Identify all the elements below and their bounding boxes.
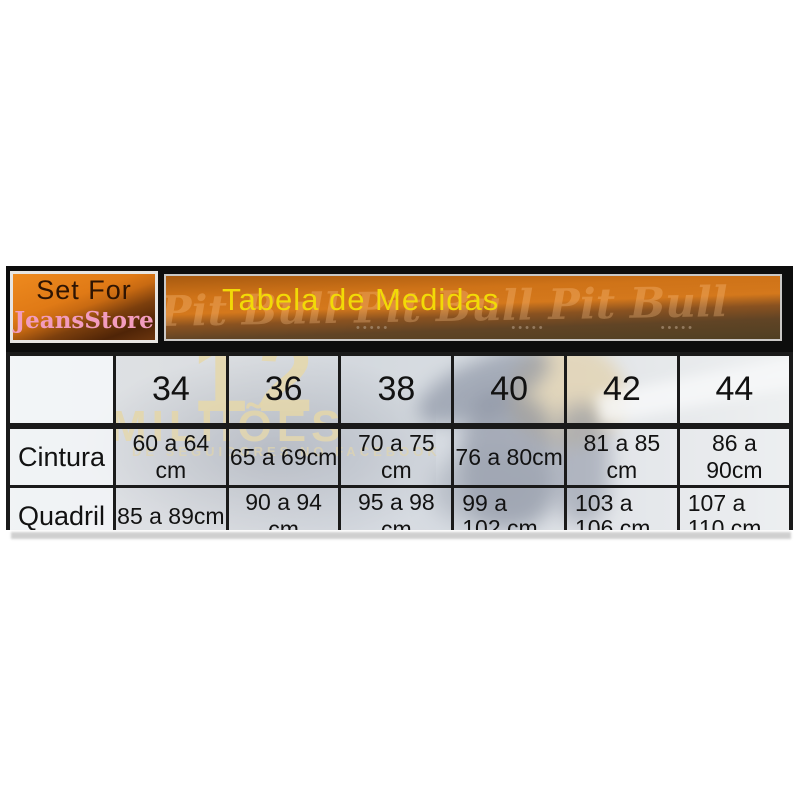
- quadril-40: 99 a 102 cm: [451, 485, 567, 530]
- table-row-cintura: Cintura 60 a 64 cm 65 a 69cm 70 a 75 cm …: [6, 424, 793, 488]
- size-header-38: 38: [338, 352, 455, 429]
- size-table: 34 36 38 40 42 44 Cintura 60 a 64 cm 65 …: [6, 352, 793, 530]
- store-logo-line1: Set For: [36, 275, 132, 305]
- cintura-34: 60 a 64 cm: [112, 424, 229, 488]
- page-title: Tabela de Medidas: [222, 282, 500, 317]
- quadril-44: 107 a 110 cm: [676, 485, 793, 530]
- store-logo-line2: JeansStore: [14, 307, 154, 334]
- cintura-36: 65 a 69cm: [225, 424, 342, 488]
- cintura-40: 76 a 80cm: [451, 424, 567, 488]
- size-header-40: 40: [451, 352, 567, 429]
- title-banner: Pit Bull Pit Bull Pit Bull Tabela de Med…: [164, 274, 782, 341]
- header-bar: Set For JeansStore Pit Bull Pit Bull Pit…: [6, 266, 793, 352]
- store-logo: Set For JeansStore: [10, 271, 158, 343]
- quadril-34: 85 a 89cm: [112, 485, 229, 530]
- table-row-quadril: Quadril 85 a 89cm 90 a 94 cm 95 a 98 cm …: [6, 485, 793, 530]
- size-header-42: 42: [563, 352, 680, 429]
- cintura-42: 81 a 85 cm: [563, 424, 680, 488]
- quadril-42: 103 a 106 cm: [563, 485, 680, 530]
- table-row-sizes: 34 36 38 40 42 44: [6, 352, 793, 429]
- corner-cell: [6, 352, 116, 429]
- size-header-36: 36: [225, 352, 342, 429]
- row-label-cintura: Cintura: [6, 424, 116, 488]
- size-header-44: 44: [676, 352, 793, 429]
- drop-shadow: [11, 532, 791, 539]
- size-table-wrap: 12 MILHÕES DE SEGUIDORES NO FACEBOOK: [6, 352, 793, 530]
- cintura-38: 70 a 75 cm: [338, 424, 455, 488]
- cintura-44: 86 a 90cm: [676, 424, 793, 488]
- size-chart-panel: Set For JeansStore Pit Bull Pit Bull Pit…: [6, 266, 793, 539]
- quadril-38: 95 a 98 cm: [338, 485, 455, 530]
- banner-dots: ••••• ••••• ••••• •••••: [356, 322, 695, 334]
- row-label-quadril: Quadril: [6, 485, 116, 530]
- quadril-36: 90 a 94 cm: [225, 485, 342, 530]
- size-header-34: 34: [112, 352, 229, 429]
